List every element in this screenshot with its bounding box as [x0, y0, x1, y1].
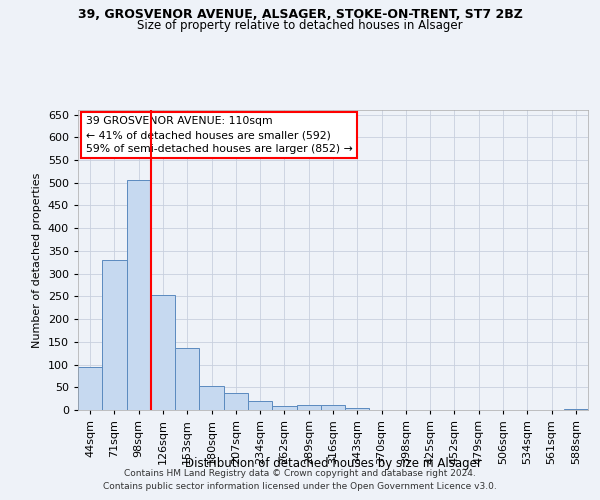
Bar [224, 393, 248, 410]
Text: Contains HM Land Registry data © Crown copyright and database right 2024.: Contains HM Land Registry data © Crown c… [124, 468, 476, 477]
Bar [345, 408, 370, 410]
Bar [564, 408, 588, 410]
Bar [127, 180, 151, 410]
Text: 39, GROSVENOR AVENUE, ALSAGER, STOKE-ON-TRENT, ST7 2BZ: 39, GROSVENOR AVENUE, ALSAGER, STOKE-ON-… [77, 8, 523, 20]
Bar [151, 296, 175, 410]
Y-axis label: Number of detached properties: Number of detached properties [32, 172, 42, 348]
Bar [175, 348, 199, 410]
Bar [102, 260, 127, 410]
Bar [272, 406, 296, 410]
Bar [199, 386, 224, 410]
Bar [296, 406, 321, 410]
Bar [78, 367, 102, 410]
Bar [248, 401, 272, 410]
Text: Contains public sector information licensed under the Open Government Licence v3: Contains public sector information licen… [103, 482, 497, 491]
Bar [321, 406, 345, 410]
Text: 39 GROSVENOR AVENUE: 110sqm
← 41% of detached houses are smaller (592)
59% of se: 39 GROSVENOR AVENUE: 110sqm ← 41% of det… [86, 116, 352, 154]
Text: Size of property relative to detached houses in Alsager: Size of property relative to detached ho… [137, 19, 463, 32]
Text: Distribution of detached houses by size in Alsager: Distribution of detached houses by size … [185, 458, 481, 470]
